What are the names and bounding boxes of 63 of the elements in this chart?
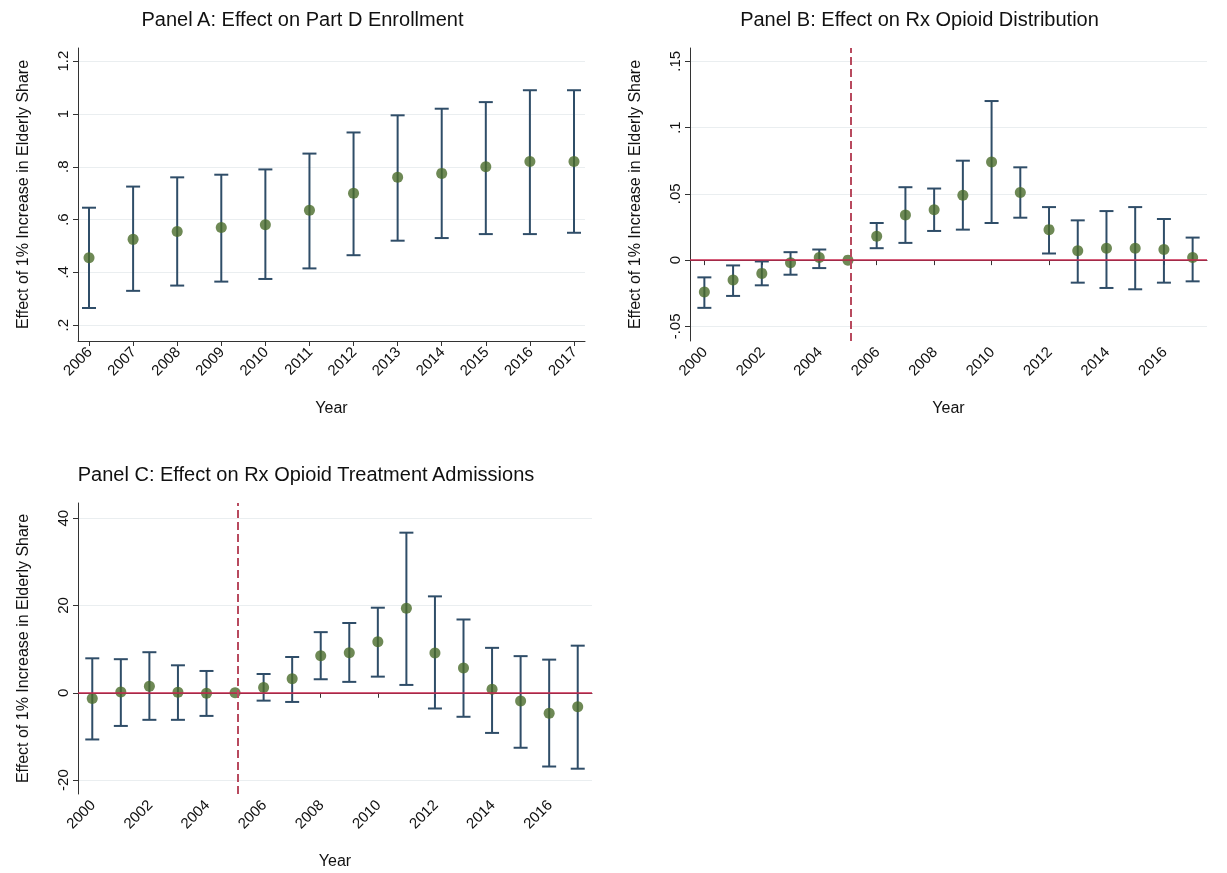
point [572,701,584,713]
point [215,222,227,233]
y-tick-label: -20 [54,769,71,791]
y-axis-title: Effect of 1% Increase in Elderly Share [625,59,643,330]
point [524,156,536,167]
point [392,171,404,183]
y-tick-label: -.05 [666,313,683,340]
point [480,161,492,173]
point [458,662,469,674]
y-tick-label: .05 [666,183,683,205]
y-tick-label: .15 [666,50,683,72]
point [727,274,739,286]
point [143,680,155,692]
point [315,650,327,662]
y-tick-label: 0 [54,688,71,697]
point [400,602,412,614]
x-axis-title: Year [932,398,966,416]
point [1072,245,1084,257]
chart-title: Panel C: Effect on Rx Opioid Treatment Admissions [77,463,535,485]
y-axis-title: Effect of 1% Increase in Elderly Share [13,59,31,330]
point [127,233,139,245]
chart-title: Panel B: Effect on Rx Opioid Distribution [740,8,1099,30]
point [986,156,998,168]
y-tick-label: .1 [666,121,683,134]
point [83,252,95,264]
point [429,647,441,659]
point [698,286,710,298]
point [515,695,527,707]
point [1014,187,1026,199]
chart-title: Panel A: Effect on Part D Enrollment [141,8,464,30]
point [286,673,298,685]
x-axis-title: Year [315,398,349,416]
point [543,707,555,719]
point [568,156,580,167]
point [259,219,271,231]
point [1100,242,1112,254]
point [348,187,360,199]
point [928,204,940,216]
y-tick-label: .4 [54,266,71,279]
y-tick-label: 20 [54,597,71,614]
y-axis-title: Effect of 1% Increase in Elderly Share [13,513,31,784]
point [372,636,384,648]
point [171,225,183,237]
y-tick-label: .6 [54,213,71,226]
point [1129,242,1141,254]
point [343,647,355,659]
point [871,230,883,242]
y-tick-label: .2 [54,318,71,332]
y-tick-label: .8 [54,160,71,174]
point [1158,244,1170,256]
point [86,692,98,704]
y-tick-label: 0 [666,255,683,265]
point [899,209,911,221]
y-tick-label: 1 [54,109,71,119]
point [756,267,768,279]
point [258,682,270,694]
y-tick-label: 1.2 [54,50,71,72]
point [303,204,315,216]
y-tick-label: 40 [54,509,71,527]
point [957,189,969,201]
point [1043,224,1055,236]
x-axis-title: Year [318,851,352,869]
point [436,167,448,179]
